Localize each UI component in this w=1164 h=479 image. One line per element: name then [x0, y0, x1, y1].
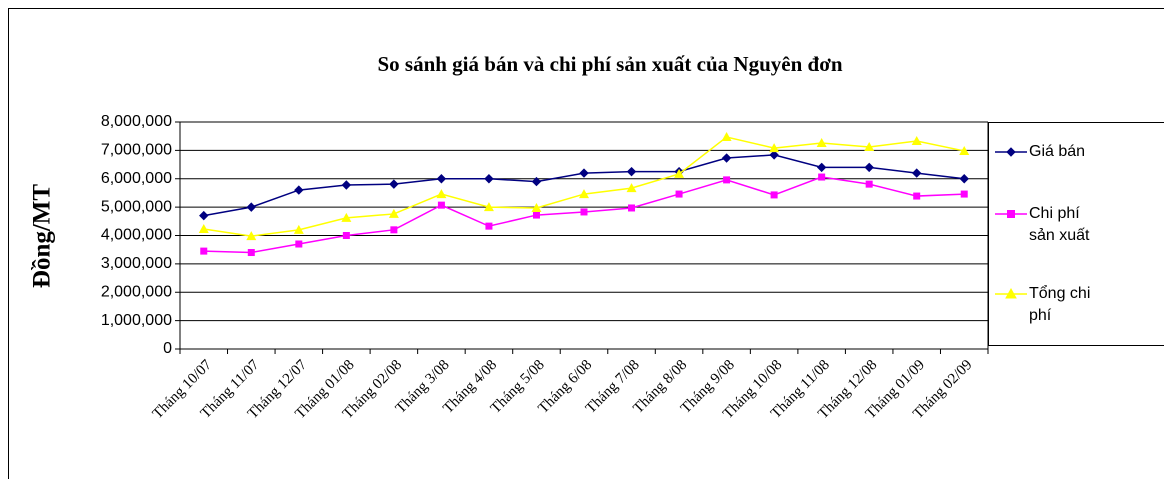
point [341, 180, 352, 190]
legend-label: Chi phí sản xuất [1029, 205, 1090, 244]
point [389, 179, 399, 189]
point [342, 232, 350, 239]
point [865, 180, 873, 188]
chart-title: So sánh giá bán và chi phí sản xuất của … [377, 52, 842, 76]
point [485, 222, 493, 230]
legend: Giá bán Chi phí sản xuất Tổng chi phí [988, 122, 1164, 346]
point [199, 210, 209, 221]
point [959, 145, 970, 155]
point [723, 176, 731, 184]
y-tick-label: 2,000,000 [101, 283, 172, 300]
y-tick-label: 7,000,000 [101, 142, 172, 159]
point [246, 231, 257, 241]
point [531, 202, 542, 212]
series-line [203, 154, 965, 217]
point [198, 223, 209, 233]
point [626, 166, 637, 177]
point [295, 240, 303, 248]
point [246, 202, 257, 212]
chart-frame [8, 8, 1164, 479]
y-tick-label: 5,000,000 [101, 198, 172, 215]
legend-label: Tổng chi phí [1029, 285, 1091, 324]
y-tick-label: 4,000,000 [101, 227, 172, 244]
point [390, 226, 398, 234]
point [580, 208, 588, 216]
point [960, 190, 968, 198]
legend-swatch [995, 147, 1027, 157]
y-tick-label: 1,000,000 [101, 312, 172, 329]
point [436, 174, 447, 184]
point [388, 208, 399, 218]
legend-item: Tổng chi phí [993, 283, 1105, 327]
point [293, 224, 304, 234]
point [483, 202, 494, 212]
point [341, 212, 352, 222]
point [247, 249, 255, 257]
point [721, 153, 732, 163]
point [626, 183, 637, 193]
point [628, 204, 636, 212]
point [531, 176, 542, 187]
y-tick-label: 3,000,000 [101, 255, 172, 272]
point [818, 173, 826, 181]
point [959, 174, 969, 184]
point [484, 174, 494, 184]
point [911, 136, 922, 146]
y-axis-label: Đồng/MT [29, 184, 56, 289]
point [721, 132, 732, 142]
point [674, 168, 685, 178]
point [579, 168, 589, 178]
point [864, 162, 874, 173]
point [579, 189, 589, 199]
point [864, 141, 875, 151]
point [532, 211, 540, 219]
legend-marker [1006, 147, 1016, 157]
point [769, 143, 780, 153]
point [437, 201, 445, 209]
legend-marker [1005, 287, 1017, 299]
point [816, 137, 827, 147]
point [816, 162, 827, 173]
legend-swatch [995, 210, 1027, 218]
y-tick-label: 0 [163, 340, 172, 357]
point [200, 247, 208, 255]
y-tick-label: 6,000,000 [101, 170, 172, 187]
point [770, 191, 778, 199]
point [294, 185, 304, 195]
series-line [203, 136, 965, 237]
y-tick-label: 8,000,000 [101, 113, 172, 130]
point [675, 190, 683, 198]
point [769, 150, 779, 160]
legend-item: Giá bán [993, 141, 1105, 163]
legend-swatch [995, 287, 1027, 299]
legend-label: Giá bán [1029, 143, 1086, 160]
point [913, 192, 921, 200]
legend-marker [1007, 210, 1015, 218]
legend-item: Chi phí sản xuất [993, 203, 1105, 247]
point [911, 168, 922, 178]
point [436, 189, 447, 199]
